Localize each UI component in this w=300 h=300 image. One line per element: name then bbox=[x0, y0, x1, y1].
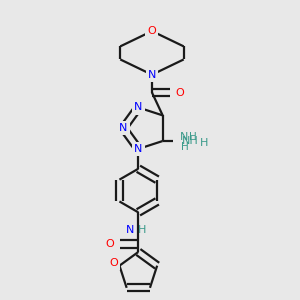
Text: O: O bbox=[105, 239, 114, 249]
Text: NH: NH bbox=[182, 136, 199, 146]
Text: O: O bbox=[109, 258, 118, 268]
Text: N: N bbox=[134, 144, 142, 154]
Text: H: H bbox=[200, 138, 208, 148]
Text: H: H bbox=[138, 225, 146, 235]
Text: H: H bbox=[181, 142, 188, 152]
Text: H: H bbox=[188, 132, 196, 142]
Text: N: N bbox=[134, 103, 142, 112]
Text: O: O bbox=[175, 88, 184, 98]
Text: N: N bbox=[148, 70, 156, 80]
Text: N: N bbox=[126, 225, 135, 235]
Text: O: O bbox=[148, 26, 156, 36]
Text: N: N bbox=[119, 123, 128, 133]
Text: N: N bbox=[180, 132, 189, 142]
